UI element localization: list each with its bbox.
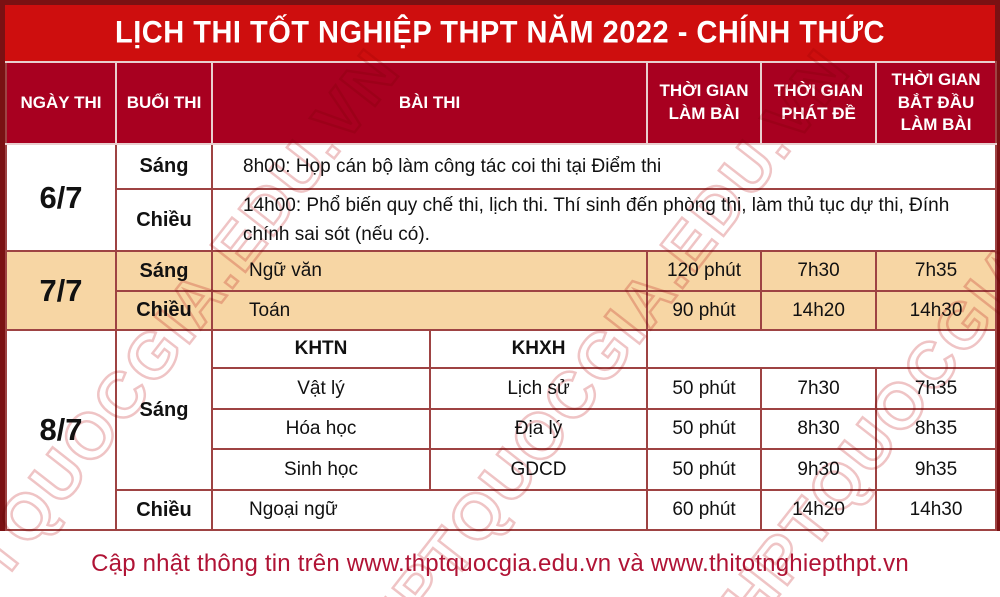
footer-bar: Cập nhật thông tin trên www.thptquocgia.… [0, 531, 1000, 597]
activity-cell: 14h00: Phổ biến quy chế thi, lịch thi. T… [210, 188, 998, 252]
subject-cell: Ngoại ngữ [210, 489, 649, 531]
bat-dau-cell: 14h30 [875, 290, 998, 331]
title-bar: LỊCH THI TỐT NGHIỆP THPT NĂM 2022 - CHÍN… [5, 5, 995, 61]
duration-cell: 50 phút [646, 367, 763, 410]
session-cell: Chiều [115, 188, 213, 252]
bat-dau-cell: 14h30 [875, 489, 998, 531]
col-header-tg-bat-dau: THỜI GIAN BẮT ĐẦU LÀM BÀI [875, 61, 998, 145]
date-cell-6-7: 6/7 [5, 143, 117, 252]
col-header-tg-phat-de: THỜI GIAN PHÁT ĐỀ [760, 61, 878, 145]
activity-cell: 8h00: Họp cán bộ làm công tác coi thi tạ… [210, 143, 998, 190]
bat-dau-cell: 7h35 [875, 367, 998, 410]
empty-cell [646, 329, 998, 369]
subject-cell: Hóa học [211, 408, 431, 450]
schedule-table: NGÀY THI BUỔI THI BÀI THI THỜI GIAN LÀM … [5, 61, 998, 531]
date-cell-7-7: 7/7 [5, 250, 117, 331]
row-6-7-afternoon: Chiều 14h00: Phổ biến quy chế thi, lịch … [6, 188, 998, 252]
bat-dau-cell: 9h35 [875, 448, 998, 491]
phat-de-cell: 14h20 [760, 290, 878, 331]
header-row: NGÀY THI BUỔI THI BÀI THI THỜI GIAN LÀM … [5, 61, 998, 145]
col-header-tg-lam-bai: THỜI GIAN LÀM BÀI [646, 61, 763, 145]
subject-cell: Ngữ văn [210, 250, 649, 292]
khtn-header-cell: KHTN [211, 329, 431, 369]
subject-cell: Lịch sử [428, 367, 649, 410]
row-7-7-morning: 7/7 Sáng Ngữ văn 120 phút 7h30 7h35 [5, 250, 998, 331]
footer-note: Cập nhật thông tin trên www.thptquocgia.… [91, 550, 909, 577]
row-8-7-slot3: Sinh học GDCD 50 phút 9h30 9h35 [6, 448, 998, 491]
bat-dau-cell: 7h35 [875, 250, 998, 292]
phat-de-cell: 7h30 [760, 250, 878, 292]
phat-de-cell: 9h30 [760, 448, 878, 491]
duration-cell: 50 phút [646, 448, 763, 491]
khxh-header-cell: KHXH [428, 329, 649, 369]
bat-dau-cell: 8h35 [875, 408, 998, 450]
session-cell: Chiều [115, 290, 213, 331]
row-7-7-afternoon: Chiều Toán 90 phút 14h20 14h30 [6, 290, 998, 331]
subject-cell: GDCD [428, 448, 649, 491]
subject-cell: Địa lý [428, 408, 649, 450]
session-cell: Sáng [115, 250, 213, 292]
phat-de-cell: 8h30 [760, 408, 878, 450]
row-8-7-group-header: 8/7 Sáng KHTN KHXH [5, 329, 998, 531]
subject-cell: Vật lý [211, 367, 431, 410]
page-title: LỊCH THI TỐT NGHIỆP THPT NĂM 2022 - CHÍN… [115, 15, 885, 50]
session-cell: Sáng [115, 329, 213, 491]
subject-cell: Sinh học [211, 448, 431, 491]
duration-cell: 120 phút [646, 250, 763, 292]
duration-cell: 90 phút [646, 290, 763, 331]
session-cell: Chiều [115, 489, 213, 531]
session-cell: Sáng [115, 143, 213, 190]
col-header-ngay-thi: NGÀY THI [5, 61, 117, 145]
row-8-7-slot1: Vật lý Lịch sử 50 phút 7h30 7h35 [6, 367, 998, 410]
row-8-7-slot2: Hóa học Địa lý 50 phút 8h30 8h35 [6, 408, 998, 450]
row-6-7-morning: 6/7 Sáng 8h00: Họp cán bộ làm công tác c… [5, 143, 998, 252]
duration-cell: 60 phút [646, 489, 763, 531]
schedule-board: LỊCH THI TỐT NGHIỆP THPT NĂM 2022 - CHÍN… [0, 0, 1000, 536]
date-cell-8-7: 8/7 [5, 329, 117, 531]
row-8-7-afternoon: Chiều Ngoại ngữ 60 phút 14h20 14h30 [6, 489, 998, 531]
col-header-bai-thi: BÀI THI [210, 61, 649, 145]
phat-de-cell: 14h20 [760, 489, 878, 531]
phat-de-cell: 7h30 [760, 367, 878, 410]
col-header-buoi-thi: BUỔI THI [115, 61, 213, 145]
duration-cell: 50 phút [646, 408, 763, 450]
subject-cell: Toán [210, 290, 649, 331]
